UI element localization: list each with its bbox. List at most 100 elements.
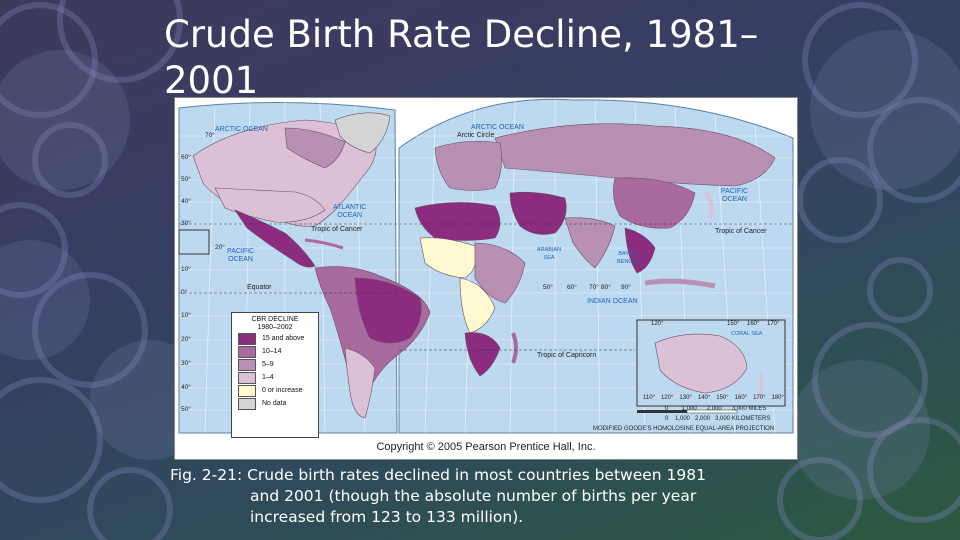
legend-item: 1–4 bbox=[238, 371, 318, 384]
projection-note: MODIFIED GOODE'S HOMOLOSINE EQUAL-AREA P… bbox=[593, 426, 775, 432]
coral-sea-label: CORAL SEA bbox=[731, 331, 763, 337]
legend-swatch bbox=[238, 358, 256, 371]
greenland bbox=[334, 112, 391, 154]
lat-label: 50° bbox=[181, 176, 191, 183]
map-legend: CBR DECLINE 1980–2002 15 and above 10–14… bbox=[231, 312, 319, 438]
lat-label: 30° bbox=[181, 360, 191, 367]
east-africa bbox=[474, 242, 526, 304]
inset-top-label: 170° bbox=[767, 321, 780, 327]
inset-bottom-label: 140° bbox=[697, 395, 711, 401]
inset-bottom-label: 120° bbox=[660, 395, 674, 401]
lon-label: 50° bbox=[543, 284, 553, 291]
lat-label: 60° bbox=[181, 154, 191, 161]
pacific-ocean-left-label: PACIFIC OCEAN bbox=[227, 248, 255, 263]
legend-swatch bbox=[238, 384, 256, 397]
inset-top-label: 120° bbox=[651, 321, 664, 327]
caribbean bbox=[304, 238, 344, 250]
lon-label: 60° bbox=[567, 284, 577, 291]
lat-label: 0° bbox=[181, 289, 188, 296]
legend-title: CBR DECLINE 1980–2002 bbox=[232, 316, 318, 332]
central-africa bbox=[459, 277, 496, 334]
australia bbox=[654, 333, 748, 394]
scale-kilometers: 0 1,000 2,000 3,000 KILOMETERS bbox=[665, 416, 771, 422]
inset-bottom-labels: 110° 120° 130° 140° 150° 160° 170° 180° bbox=[643, 395, 784, 401]
legend-swatch bbox=[238, 332, 256, 345]
pacific-ocean-right-label: PACIFIC OCEAN bbox=[721, 188, 749, 203]
north-africa bbox=[414, 202, 501, 241]
brazil bbox=[354, 277, 422, 344]
southeast-asia bbox=[624, 227, 656, 274]
bay-of-bengal-label: BAY OF BENGAL bbox=[617, 251, 640, 265]
scale-miles: 0 1,000 2,000 3,000 MILES bbox=[665, 406, 767, 412]
slide-title: Crude Birth Rate Decline, 1981– 2001 bbox=[164, 12, 804, 104]
inset-top-label: 160° bbox=[747, 321, 760, 327]
tropic-capricorn-label: Tropic of Capricorn bbox=[537, 352, 597, 359]
inset-bottom-label: 110° bbox=[643, 395, 655, 401]
caption-line-3: increased from 123 to 133 million). bbox=[250, 508, 524, 526]
legend-title-line-1: CBR DECLINE bbox=[251, 316, 299, 323]
atlantic-ocean-label: ATLANTIC OCEAN bbox=[333, 204, 367, 219]
lat-label: 40° bbox=[181, 384, 191, 391]
inset-bottom-label: 150° bbox=[716, 395, 729, 401]
india bbox=[564, 217, 616, 269]
inset-bottom-label: 130° bbox=[679, 395, 692, 401]
title-line-2: 2001 bbox=[164, 59, 259, 102]
legend-item: 10–14 bbox=[238, 345, 318, 358]
lon-label: 70° bbox=[589, 284, 599, 291]
tropic-cancer-left-label: Tropic of Cancer bbox=[311, 226, 363, 233]
legend-item: 5–9 bbox=[238, 358, 318, 371]
arctic-circle-label: Arctic Circle bbox=[457, 132, 495, 139]
europe bbox=[434, 141, 502, 191]
legend-label: 1–4 bbox=[262, 374, 274, 381]
lon-label: 80° bbox=[601, 284, 611, 291]
china bbox=[613, 177, 696, 229]
canada-east bbox=[284, 127, 346, 169]
lat-label: 10° bbox=[181, 312, 191, 319]
japan bbox=[703, 191, 714, 219]
legend-label: 15 and above bbox=[262, 335, 305, 342]
equator-label: Equator bbox=[247, 284, 272, 291]
argentina-chile bbox=[344, 347, 376, 419]
inset-bottom-label: 160° bbox=[734, 395, 748, 401]
inset-top-label: 150° bbox=[727, 321, 740, 327]
lat-label: 20° bbox=[215, 244, 225, 251]
legend-label: 0 or increase bbox=[262, 387, 303, 394]
legend-swatch bbox=[238, 397, 256, 410]
legend-label: No data bbox=[262, 400, 287, 407]
lat-label: 50° bbox=[181, 406, 191, 413]
legend-title-line-2: 1980–2002 bbox=[257, 324, 293, 331]
caption-line-1: Fig. 2-21: Crude birth rates declined in… bbox=[170, 466, 706, 484]
legend-swatch bbox=[238, 345, 256, 358]
russia bbox=[494, 123, 776, 187]
legend-item: 15 and above bbox=[238, 332, 318, 345]
lat-label: 40° bbox=[181, 198, 191, 205]
southern-africa bbox=[464, 332, 501, 377]
world-map-figure: ARCTIC OCEAN ARCTIC OCEAN ATLANTIC OCEAN… bbox=[174, 97, 798, 460]
caption-line-2: and 2001 (though the absolute number of … bbox=[250, 487, 697, 505]
legend-label: 10–14 bbox=[262, 348, 282, 355]
legend-label: 5–9 bbox=[262, 361, 274, 368]
inset-bottom-label: 170° bbox=[753, 395, 766, 401]
title-line-1: Crude Birth Rate Decline, 1981– bbox=[164, 13, 759, 56]
madagascar bbox=[511, 332, 518, 364]
arabian-sea-label: ARABIAN SEA bbox=[537, 247, 562, 261]
world-map bbox=[178, 98, 794, 434]
lat-label: 10° bbox=[181, 266, 191, 273]
arctic-ocean-left-label: ARCTIC OCEAN bbox=[215, 126, 268, 133]
figure-caption: Fig. 2-21: Crude birth rates declined in… bbox=[170, 465, 810, 528]
tropic-cancer-right-label: Tropic of Cancer bbox=[715, 228, 767, 235]
legend-item: 0 or increase bbox=[238, 384, 318, 397]
arctic-ocean-right-label: ARCTIC OCEAN bbox=[471, 124, 524, 131]
copyright-notice: Copyright © 2005 Pearson Prentice Hall, … bbox=[376, 441, 596, 453]
inset-bottom-label: 180° bbox=[771, 395, 784, 401]
indonesia bbox=[644, 278, 716, 289]
legend-item: No data bbox=[238, 397, 318, 410]
lat-label: 20° bbox=[181, 336, 191, 343]
indian-ocean-label: INDIAN OCEAN bbox=[587, 298, 638, 305]
lon-label: 90° bbox=[621, 284, 631, 291]
lat-label: 70° bbox=[205, 132, 215, 139]
lat-label: 30° bbox=[181, 220, 191, 227]
new-zealand bbox=[755, 372, 764, 399]
legend-swatch bbox=[238, 371, 256, 384]
